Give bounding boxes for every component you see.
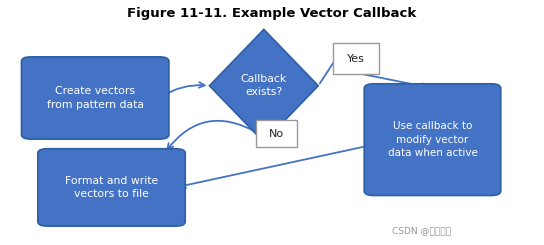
- Text: Callback
exists?: Callback exists?: [240, 74, 287, 97]
- Text: Create vectors
from pattern data: Create vectors from pattern data: [47, 86, 144, 110]
- Polygon shape: [209, 29, 318, 142]
- FancyBboxPatch shape: [256, 120, 297, 147]
- Text: Yes: Yes: [348, 54, 365, 64]
- FancyBboxPatch shape: [333, 44, 380, 74]
- FancyBboxPatch shape: [38, 149, 185, 226]
- Text: Figure 11-11. Example Vector Callback: Figure 11-11. Example Vector Callback: [127, 7, 417, 20]
- Text: No: No: [269, 129, 284, 138]
- FancyBboxPatch shape: [364, 84, 500, 196]
- Text: CSDN @华子闭嘴: CSDN @华子闭嘴: [392, 226, 450, 235]
- Text: Use callback to
modify vector
data when active: Use callback to modify vector data when …: [387, 122, 478, 158]
- FancyBboxPatch shape: [21, 57, 169, 139]
- Text: Format and write
vectors to file: Format and write vectors to file: [65, 176, 158, 199]
